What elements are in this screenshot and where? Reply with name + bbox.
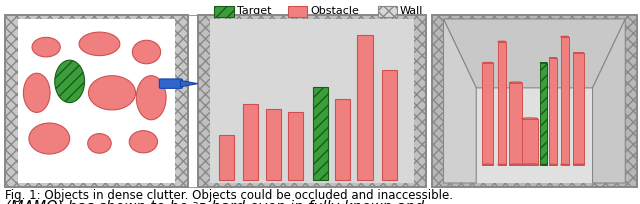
Ellipse shape [483, 62, 493, 63]
Polygon shape [444, 19, 625, 88]
FancyBboxPatch shape [18, 19, 175, 183]
FancyBboxPatch shape [444, 19, 625, 183]
Ellipse shape [522, 118, 538, 120]
Ellipse shape [29, 123, 70, 154]
Ellipse shape [55, 60, 84, 103]
Ellipse shape [129, 131, 157, 153]
FancyBboxPatch shape [382, 70, 397, 180]
FancyBboxPatch shape [266, 109, 281, 180]
Ellipse shape [498, 41, 506, 42]
FancyBboxPatch shape [335, 100, 350, 180]
Ellipse shape [483, 164, 493, 165]
Ellipse shape [549, 164, 557, 165]
Ellipse shape [498, 164, 506, 165]
Text: Wall: Wall [400, 6, 424, 16]
Ellipse shape [32, 37, 60, 57]
Ellipse shape [573, 52, 584, 54]
FancyBboxPatch shape [288, 6, 307, 17]
Text: Target: Target [237, 6, 271, 16]
FancyBboxPatch shape [312, 86, 328, 180]
Ellipse shape [540, 62, 547, 63]
FancyBboxPatch shape [509, 83, 522, 165]
FancyBboxPatch shape [432, 15, 637, 187]
Ellipse shape [561, 164, 569, 165]
Text: Obstacle: Obstacle [310, 6, 359, 16]
Text: (MAMO) has shown to be ᵊᴘ-hard even in fully known and: (MAMO) has shown to be ᵊᴘ-hard even in f… [5, 200, 424, 204]
FancyBboxPatch shape [561, 37, 569, 165]
Ellipse shape [136, 76, 166, 120]
FancyBboxPatch shape [378, 6, 397, 17]
Ellipse shape [88, 134, 111, 153]
FancyBboxPatch shape [198, 15, 426, 187]
FancyBboxPatch shape [540, 63, 547, 165]
Ellipse shape [24, 73, 50, 112]
FancyBboxPatch shape [214, 6, 234, 17]
Ellipse shape [573, 164, 584, 165]
FancyBboxPatch shape [159, 79, 182, 88]
Ellipse shape [522, 164, 538, 165]
FancyBboxPatch shape [357, 35, 372, 180]
Text: Fig. 1: Objects in dense clutter. Objects could be occluded and inaccessible.: Fig. 1: Objects in dense clutter. Object… [5, 189, 453, 202]
FancyBboxPatch shape [288, 112, 303, 180]
Ellipse shape [509, 164, 522, 165]
FancyBboxPatch shape [5, 15, 188, 187]
Ellipse shape [561, 36, 569, 37]
Ellipse shape [132, 40, 161, 64]
FancyBboxPatch shape [522, 119, 538, 165]
Polygon shape [444, 19, 476, 183]
FancyBboxPatch shape [498, 42, 506, 165]
FancyBboxPatch shape [573, 53, 584, 165]
Ellipse shape [540, 164, 547, 165]
FancyBboxPatch shape [210, 19, 414, 183]
FancyBboxPatch shape [483, 63, 493, 165]
FancyBboxPatch shape [219, 135, 234, 180]
Polygon shape [180, 81, 198, 87]
Polygon shape [593, 19, 625, 183]
FancyBboxPatch shape [549, 58, 557, 165]
Ellipse shape [88, 76, 136, 110]
FancyBboxPatch shape [243, 104, 259, 180]
Ellipse shape [509, 82, 522, 83]
Ellipse shape [79, 32, 120, 56]
